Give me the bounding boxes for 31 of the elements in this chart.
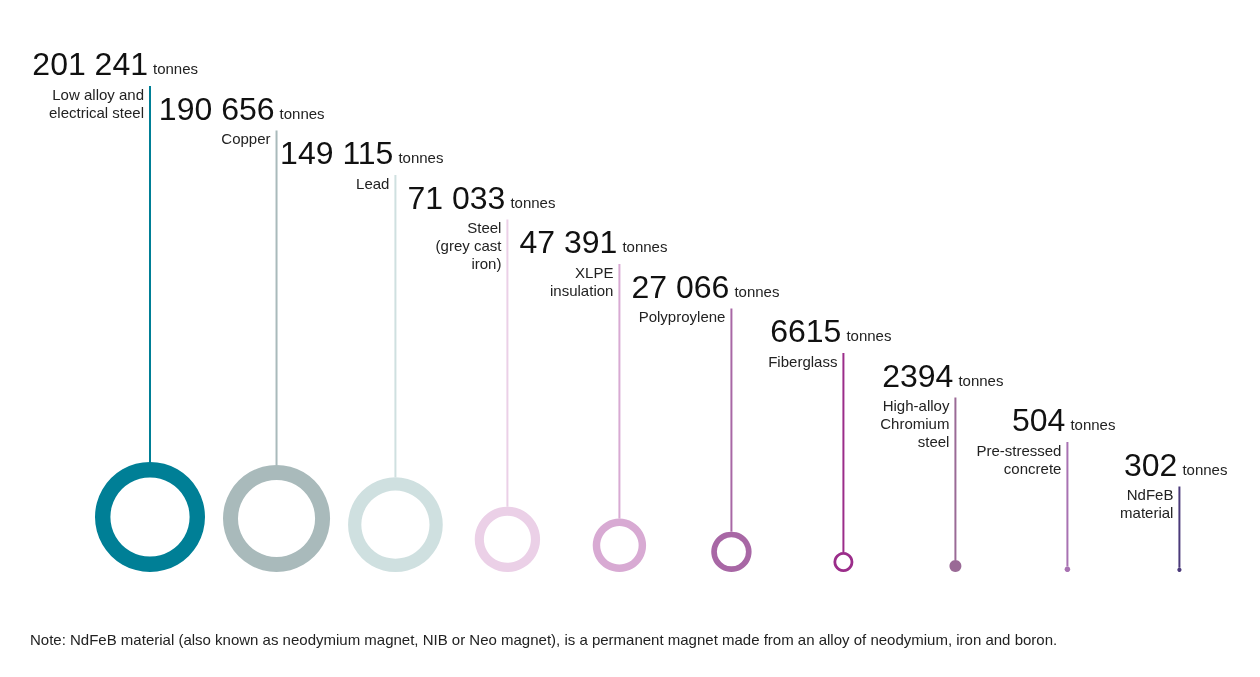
text: tonnes	[846, 327, 892, 344]
data-label: 71 033	[407, 179, 506, 216]
category-label: XLPE insulation	[550, 263, 614, 299]
category-label: High-alloy Chromium steel	[880, 397, 950, 450]
data-label: 27 066	[631, 268, 730, 305]
text: Note: NdFeB material (also known as neodymium magnet, NIB or Neo magnet), is a permanent magnet made from an alloy of neodymium, iron and boron.	[30, 630, 1058, 648]
text: tonnes	[279, 104, 325, 122]
category-label: Fiberglass	[768, 352, 838, 370]
data-label: 149 115	[280, 135, 394, 171]
category-label: Polyproylene	[638, 308, 726, 325]
category-label: Pre-stressed concrete	[976, 441, 1062, 477]
text: tonnes	[398, 149, 444, 166]
data-label: 504	[1012, 402, 1066, 438]
text: tonnes	[734, 282, 780, 300]
category-label: Low alloy and electrical steel	[48, 85, 144, 121]
text: tonnes	[958, 371, 1004, 389]
category-label: Steel (grey cast iron)	[435, 219, 503, 272]
text: tonnes	[510, 193, 556, 211]
data-label: 190 656	[158, 90, 275, 127]
data-label: 2394	[882, 357, 954, 394]
text: tonnes	[622, 238, 668, 255]
text: tonnes	[1182, 460, 1228, 478]
text: tonnes	[153, 60, 199, 77]
data-label: 302	[1124, 446, 1178, 483]
text: tonnes	[1070, 416, 1116, 433]
category-label: NdFeB material	[1120, 486, 1174, 521]
data-label: 47 391	[519, 224, 618, 260]
data-label: 201 241	[32, 46, 148, 82]
category-label: Lead	[356, 174, 390, 192]
category-label: Copper	[221, 130, 271, 147]
data-label: 6615	[770, 313, 842, 349]
